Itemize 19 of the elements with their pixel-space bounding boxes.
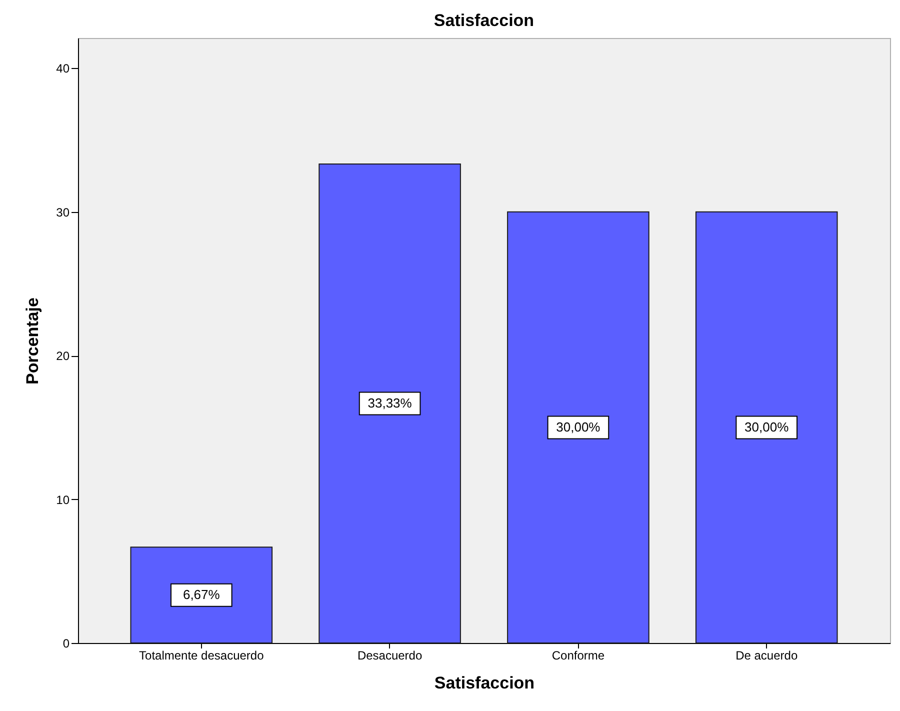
bar [695, 211, 838, 644]
data-label: 30,00% [556, 419, 601, 434]
y-tick-label: 0 [62, 636, 70, 650]
bar [507, 211, 650, 644]
data-label: 33,33% [368, 396, 412, 411]
y-tick-label: 40 [56, 62, 70, 76]
data-label: 30,00% [744, 419, 790, 434]
x-tick-label: Totalmente desacuerdo [139, 648, 264, 662]
y-tick-label: 20 [56, 349, 70, 364]
y-tick-label: 30 [56, 205, 70, 220]
x-tick-label: Desacuerdo [357, 648, 422, 662]
x-tick-label: Conforme [552, 648, 605, 662]
x-axis-title: Satisfaccion [434, 674, 535, 692]
data-label: 6,67% [182, 587, 220, 602]
y-tick-label: 10 [56, 492, 70, 507]
y-axis-title: Porcentaje [23, 298, 42, 384]
bar [318, 164, 461, 644]
chart-title: Satisfaccion [434, 11, 534, 30]
x-tick-label: De acuerdo [736, 648, 798, 662]
